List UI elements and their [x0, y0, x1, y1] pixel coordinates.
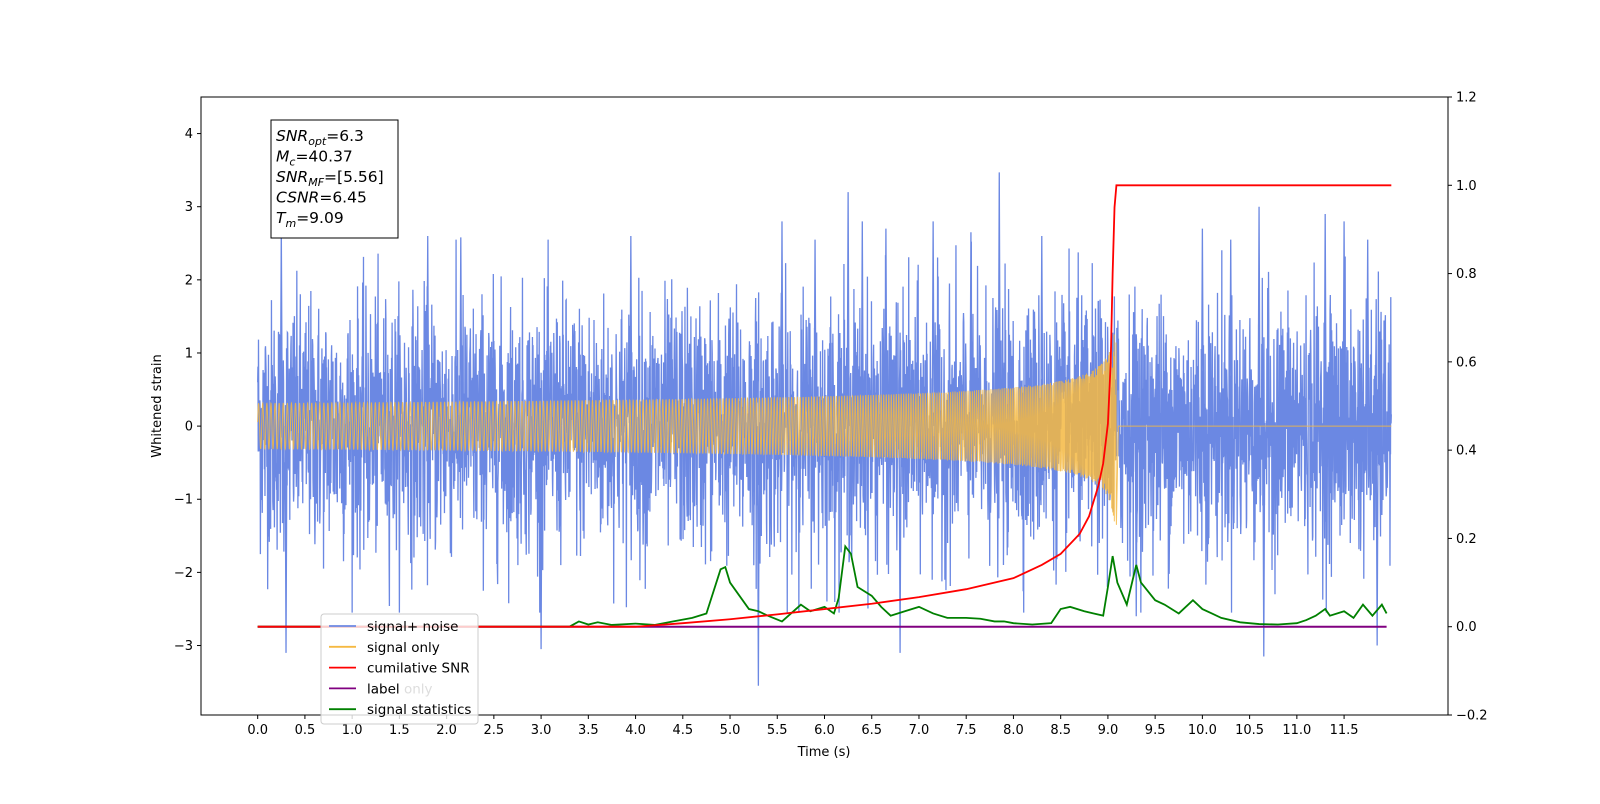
x-tick-label: 4.5	[672, 723, 693, 738]
x-tick-label: 10.0	[1188, 723, 1217, 738]
x-tick-label: 11.5	[1330, 723, 1359, 738]
y-axis-right: −0.2 0.0 0.2 0.4 0.6 0.8 1.0 1.2	[1448, 91, 1488, 724]
info-line: SNRMF=[5.56]	[276, 168, 384, 189]
x-axis: 0.0 0.5 1.0 1.5 2.0 2.5 3.0 3.5 4.0 4.5 5.0 5.5 6.0 6…	[247, 715, 1359, 738]
x-tick-label: 1.0	[342, 723, 363, 738]
y-tick-label: 3	[185, 200, 193, 215]
x-tick-label: 4.0	[625, 723, 646, 738]
x-tick-label: 11.0	[1282, 723, 1311, 738]
legend-label: label	[367, 681, 400, 697]
x-tick-label: 8.0	[1003, 723, 1024, 738]
y2-tick-label: 0.6	[1456, 355, 1477, 370]
series-signal-only	[257, 334, 1392, 525]
info-value: =6.3	[326, 127, 364, 145]
info-subscript: c	[289, 156, 295, 169]
y-tick-label: −2	[174, 566, 193, 581]
x-tick-label: 1.5	[389, 723, 410, 738]
info-box: SNRopt=6.3Mc=40.37SNRMF=[5.56]CSNR=6.45T…	[270, 119, 399, 239]
y-tick-label: 4	[185, 127, 193, 142]
y2-tick-label: 0.4	[1456, 444, 1477, 459]
y-tick-label: −3	[174, 639, 193, 654]
info-subscript: opt	[308, 135, 327, 148]
series-cumulative-snr	[257, 184, 1392, 628]
y2-tick-label: 0.0	[1456, 620, 1477, 635]
series-signal-plus-noise	[257, 172, 1392, 686]
x-tick-label: 6.5	[861, 723, 882, 738]
info-subscript: MF	[308, 176, 324, 189]
series-layer	[257, 172, 1392, 686]
x-tick-label: 10.5	[1235, 723, 1264, 738]
x-tick-label: 3.0	[531, 723, 552, 738]
legend-label: signal+ noise	[367, 619, 458, 635]
legend-label: signal statistics	[367, 702, 471, 718]
y2-tick-label: 0.8	[1456, 267, 1477, 282]
legend-frame	[320, 613, 479, 725]
info-symbol: SNR	[276, 168, 308, 186]
info-value: =9.09	[296, 209, 344, 227]
info-value: =6.45	[319, 189, 367, 207]
y-tick-label: 0	[185, 420, 193, 435]
y2-tick-label: 1.0	[1456, 179, 1477, 194]
x-tick-label: 7.5	[956, 723, 977, 738]
x-tick-label: 9.5	[1145, 723, 1166, 738]
x-axis-label: Time (s)	[797, 745, 851, 760]
x-tick-label: 7.0	[909, 723, 930, 738]
info-symbol: SNR	[276, 127, 308, 145]
x-tick-label: 2.0	[436, 723, 457, 738]
legend-label: signal only	[367, 640, 440, 656]
info-symbol: T	[276, 209, 287, 227]
info-line: CSNR=6.45	[276, 189, 367, 207]
y-axis-label: Whitened strain	[150, 354, 165, 457]
y-tick-label: 1	[185, 346, 193, 361]
y-tick-label: 2	[185, 273, 193, 288]
legend-label: cumilative SNR	[367, 661, 470, 677]
y2-tick-label: 1.2	[1456, 91, 1477, 106]
x-tick-label: 5.5	[767, 723, 788, 738]
info-line: SNRopt=6.3	[276, 127, 364, 148]
info-symbol: M	[276, 148, 289, 166]
x-tick-label: 9.0	[1098, 723, 1119, 738]
info-symbol: CSNR	[276, 189, 319, 207]
y-tick-label: −1	[174, 493, 193, 508]
y2-tick-label: 0.2	[1456, 532, 1477, 547]
x-tick-label: 6.0	[814, 723, 835, 738]
x-tick-label: 8.5	[1050, 723, 1071, 738]
legend-label-ghost: label only	[367, 681, 433, 697]
x-tick-label: 0.0	[247, 723, 268, 738]
info-value: =[5.56]	[324, 168, 384, 186]
series-signal-statistics	[257, 544, 1388, 628]
info-value: =40.37	[295, 148, 352, 166]
x-tick-label: 3.5	[578, 723, 599, 738]
x-tick-label: 5.0	[720, 723, 741, 738]
y-axis-left: −3 −2 −1 0 1 2 3 4	[174, 127, 201, 654]
x-tick-label: 2.5	[484, 723, 505, 738]
info-subscript: m	[285, 217, 296, 230]
legend: signal+ noise signal only cumilative SNR la…	[320, 613, 479, 725]
info-box-frame	[270, 119, 399, 239]
info-line: Mc=40.37	[276, 148, 353, 169]
info-line: Tm=9.09	[276, 209, 344, 230]
y2-tick-label: −0.2	[1456, 709, 1488, 724]
x-tick-label: 0.5	[295, 723, 316, 738]
